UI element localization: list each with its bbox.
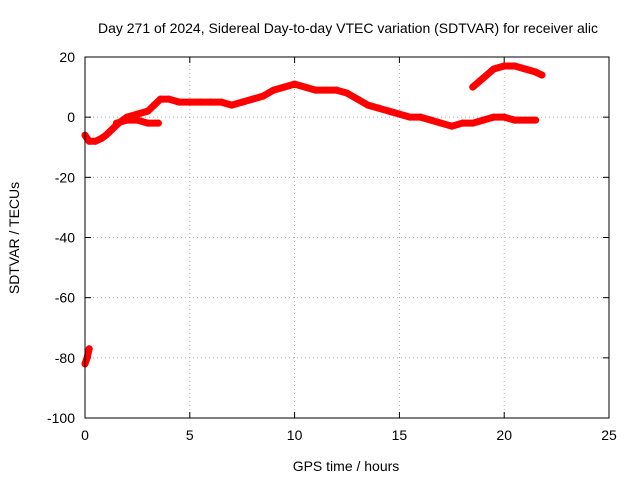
data-point bbox=[343, 89, 351, 97]
x-tick-label: 10 bbox=[287, 427, 303, 443]
data-point bbox=[500, 113, 508, 121]
data-point bbox=[353, 95, 361, 103]
data-point bbox=[280, 83, 288, 91]
y-tick-label: 0 bbox=[67, 109, 75, 125]
data-point bbox=[322, 86, 330, 94]
data-point bbox=[490, 65, 498, 73]
data-point bbox=[238, 98, 246, 106]
data-point bbox=[150, 101, 158, 109]
y-tick-label: -20 bbox=[55, 169, 75, 185]
y-axis-label: SDTVAR / TECUs bbox=[6, 182, 22, 294]
data-point bbox=[112, 119, 120, 127]
y-tick-label: 20 bbox=[59, 49, 75, 65]
data-point bbox=[186, 98, 194, 106]
y-tick-label: -40 bbox=[55, 230, 75, 246]
data-point bbox=[406, 113, 414, 121]
x-tick-label: 25 bbox=[601, 427, 617, 443]
data-point bbox=[85, 137, 93, 145]
x-axis-label: GPS time / hours bbox=[293, 458, 400, 474]
data-point bbox=[156, 95, 164, 103]
data-point bbox=[532, 116, 540, 124]
data-point bbox=[374, 104, 382, 112]
series-lower-branch bbox=[112, 116, 162, 127]
data-point bbox=[133, 116, 141, 124]
y-axis-ticks: -100 -80 -60 -40 -20 0 20 bbox=[47, 49, 609, 426]
grid bbox=[85, 57, 609, 418]
data-point bbox=[458, 119, 466, 127]
data-point bbox=[144, 107, 152, 115]
data-point bbox=[291, 80, 299, 88]
y-tick-label: -60 bbox=[55, 290, 75, 306]
data-point bbox=[249, 95, 257, 103]
data-point bbox=[270, 86, 278, 94]
data-point bbox=[85, 345, 93, 353]
data-point bbox=[228, 101, 236, 109]
data-point bbox=[437, 119, 445, 127]
data-point bbox=[144, 119, 152, 127]
x-axis-ticks: 0 5 10 15 20 25 bbox=[81, 57, 617, 443]
data-point bbox=[521, 116, 529, 124]
data-point bbox=[490, 113, 498, 121]
x-tick-label: 5 bbox=[186, 427, 194, 443]
series-line bbox=[81, 80, 540, 145]
data-point bbox=[165, 95, 173, 103]
data-point bbox=[511, 62, 519, 70]
series-layer bbox=[81, 62, 546, 368]
series-low-segment bbox=[81, 345, 93, 368]
data-point bbox=[469, 83, 477, 91]
data-point bbox=[259, 92, 267, 100]
data-point bbox=[469, 119, 477, 127]
data-point bbox=[108, 125, 116, 133]
data-point bbox=[500, 62, 508, 70]
data-point bbox=[301, 83, 309, 91]
data-point bbox=[385, 107, 393, 115]
data-point bbox=[395, 110, 403, 118]
data-point bbox=[448, 122, 456, 130]
data-point bbox=[102, 131, 110, 139]
x-tick-label: 15 bbox=[392, 427, 408, 443]
y-tick-label: -100 bbox=[47, 410, 75, 426]
data-point bbox=[364, 101, 372, 109]
x-tick-label: 20 bbox=[496, 427, 512, 443]
plot-frame bbox=[84, 56, 610, 419]
series-main-trace bbox=[81, 80, 540, 145]
data-point bbox=[175, 98, 183, 106]
data-point bbox=[479, 74, 487, 82]
x-tick-label: 0 bbox=[81, 427, 89, 443]
data-point bbox=[207, 98, 215, 106]
data-point bbox=[91, 137, 99, 145]
chart-title: Day 271 of 2024, Sidereal Day-to-day VTE… bbox=[98, 20, 598, 36]
data-point bbox=[154, 119, 162, 127]
data-point bbox=[427, 116, 435, 124]
data-point bbox=[532, 68, 540, 76]
data-point bbox=[511, 116, 519, 124]
data-point bbox=[521, 65, 529, 73]
data-point bbox=[123, 116, 131, 124]
series-upper-arc bbox=[469, 62, 546, 91]
data-point bbox=[538, 71, 546, 79]
data-point bbox=[312, 86, 320, 94]
data-point bbox=[217, 98, 225, 106]
data-point bbox=[196, 98, 204, 106]
data-point bbox=[416, 113, 424, 121]
y-tick-label: -80 bbox=[55, 350, 75, 366]
data-point bbox=[333, 86, 341, 94]
data-point bbox=[133, 110, 141, 118]
data-point bbox=[479, 116, 487, 124]
